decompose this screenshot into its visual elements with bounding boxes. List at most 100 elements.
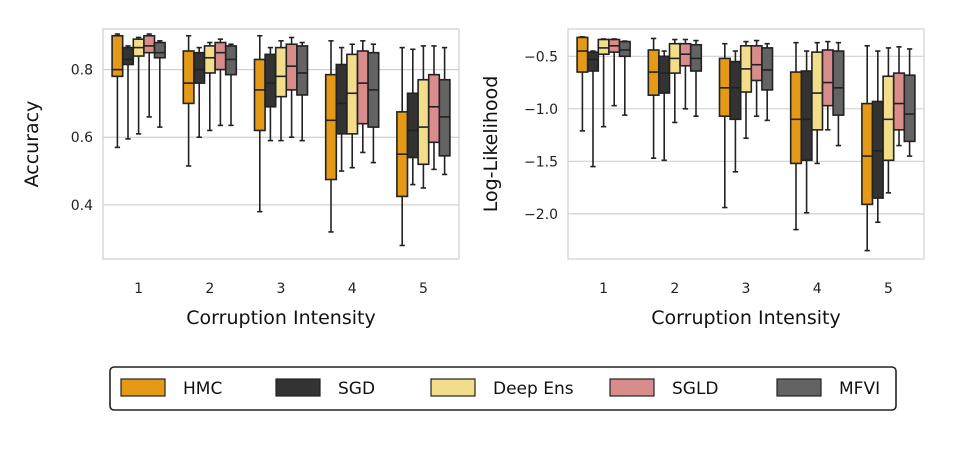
box-hmc-2 xyxy=(647,37,660,159)
box-body xyxy=(417,78,430,166)
box-mfvi-2 xyxy=(689,39,703,117)
box-deep-ens-1 xyxy=(597,38,610,128)
box-deep-ens-3 xyxy=(274,40,288,142)
x-tick-label: 3 xyxy=(277,281,286,297)
y-tick-label: 0.4 xyxy=(71,198,93,214)
box-deep-ens-2 xyxy=(203,41,216,132)
box-sgld-5 xyxy=(892,46,906,147)
box-body xyxy=(193,51,206,84)
legend-swatch xyxy=(609,378,655,397)
box-deep-ens-1 xyxy=(132,36,145,135)
x-tick-label: 5 xyxy=(884,281,893,297)
x-tick-label: 3 xyxy=(742,281,751,297)
box-body xyxy=(789,71,803,165)
box-body xyxy=(861,102,874,206)
x-tick-label: 4 xyxy=(348,281,357,297)
y-tick-label: −0.5 xyxy=(524,49,558,65)
box-body xyxy=(761,47,774,91)
box-deep-ens-2 xyxy=(668,38,681,124)
box-mfvi-2 xyxy=(224,43,238,127)
box-hmc-3 xyxy=(253,34,266,213)
legend-frame xyxy=(109,366,897,411)
box-body xyxy=(821,49,834,107)
box-deep-ens-4 xyxy=(811,41,824,165)
box-mfvi-3 xyxy=(296,41,309,142)
box-body xyxy=(811,51,824,131)
x-tick-label: 2 xyxy=(670,281,679,297)
y-axis-label: Accuracy xyxy=(21,101,43,188)
box-sgd-4 xyxy=(800,50,813,214)
box-sgld-1 xyxy=(143,33,156,118)
legend-entry-mfvi: MFVI xyxy=(776,378,880,399)
box-body xyxy=(882,75,895,162)
x-tick-label: 1 xyxy=(599,281,608,297)
box-mfvi-4 xyxy=(832,41,845,147)
y-tick-label: −1.0 xyxy=(524,102,558,118)
legend: HMC SGD Deep Ens SGLD MFVI xyxy=(109,366,897,411)
plot-frame xyxy=(567,28,925,260)
x-tick-label: 4 xyxy=(813,281,822,297)
accuracy-panel: 0.4 0.6 0.8 1 2 3 4 5 Corruption Intensity Accura… xyxy=(21,28,460,329)
legend-swatch xyxy=(120,378,166,397)
box-mfvi-5 xyxy=(438,46,451,176)
y-tick-label: −2.0 xyxy=(524,207,558,223)
box-body xyxy=(800,70,813,162)
box-hmc-3 xyxy=(718,42,731,209)
box-mfvi-5 xyxy=(903,48,916,157)
box-sgd-5 xyxy=(871,50,884,224)
box-deep-ens-5 xyxy=(882,47,895,194)
legend-label: MFVI xyxy=(839,379,880,399)
box-body xyxy=(729,60,742,121)
box-body xyxy=(618,40,631,58)
box-body xyxy=(576,36,589,73)
box-body xyxy=(750,45,763,82)
legend-entry-deep-ens: Deep Ens xyxy=(430,378,574,399)
box-body xyxy=(296,45,309,96)
x-tick-label: 5 xyxy=(419,281,428,297)
box-sgd-2 xyxy=(658,50,671,162)
legend-swatch xyxy=(776,378,822,397)
box-hmc-4 xyxy=(324,40,338,233)
box-sgd-1 xyxy=(586,50,600,168)
box-body xyxy=(264,53,277,108)
box-sgld-2 xyxy=(214,38,227,127)
box-body xyxy=(143,34,156,54)
box-body xyxy=(438,78,451,157)
box-sgld-3 xyxy=(285,36,298,139)
box-deep-ens-5 xyxy=(417,45,430,189)
box-body xyxy=(903,74,916,143)
legend-label: SGD xyxy=(338,379,375,399)
legend-swatch xyxy=(275,378,321,397)
legend-entry-sgld: SGLD xyxy=(609,378,719,399)
box-body xyxy=(153,41,166,59)
log-likelihood-panel: −2.0 −1.5 −1.0 −0.5 1 2 3 4 5 Corruption Intensit… xyxy=(480,28,925,329)
box-body xyxy=(658,55,671,94)
box-body xyxy=(586,51,600,72)
box-body xyxy=(324,73,338,181)
box-body xyxy=(427,73,441,144)
box-body xyxy=(832,50,845,116)
box-hmc-1 xyxy=(576,36,589,132)
box-body xyxy=(182,50,195,105)
box-hmc-5 xyxy=(861,45,874,252)
box-body xyxy=(346,53,359,135)
legend-swatch xyxy=(430,378,476,397)
legend-label: Deep Ens xyxy=(493,379,574,399)
box-hmc-4 xyxy=(789,41,803,231)
box-body xyxy=(253,58,266,132)
y-tick-label: 0.8 xyxy=(71,63,93,79)
legend-entry-sgd: SGD xyxy=(275,378,375,399)
box-body xyxy=(871,100,884,199)
box-sgd-4 xyxy=(335,46,348,172)
x-tick-label: 1 xyxy=(134,281,143,297)
box-body xyxy=(203,45,216,74)
box-mfvi-3 xyxy=(761,42,774,122)
box-sgld-3 xyxy=(750,39,763,117)
box-body xyxy=(892,72,906,131)
box-mfvi-1 xyxy=(153,40,166,128)
y-tick-label: 0.6 xyxy=(71,130,93,146)
x-tick-label: 2 xyxy=(205,281,214,297)
box-body xyxy=(224,45,238,76)
box-body xyxy=(597,38,610,56)
